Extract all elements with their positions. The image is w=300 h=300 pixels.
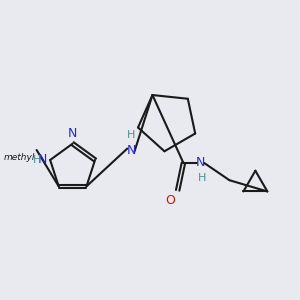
- Text: N: N: [38, 154, 47, 166]
- Text: H: H: [33, 155, 41, 165]
- Text: H: H: [127, 130, 135, 140]
- Text: N: N: [68, 127, 77, 140]
- Text: methyl: methyl: [4, 153, 35, 162]
- Text: N: N: [127, 143, 136, 157]
- Text: O: O: [165, 194, 175, 207]
- Text: N: N: [196, 157, 206, 169]
- Text: H: H: [198, 173, 206, 183]
